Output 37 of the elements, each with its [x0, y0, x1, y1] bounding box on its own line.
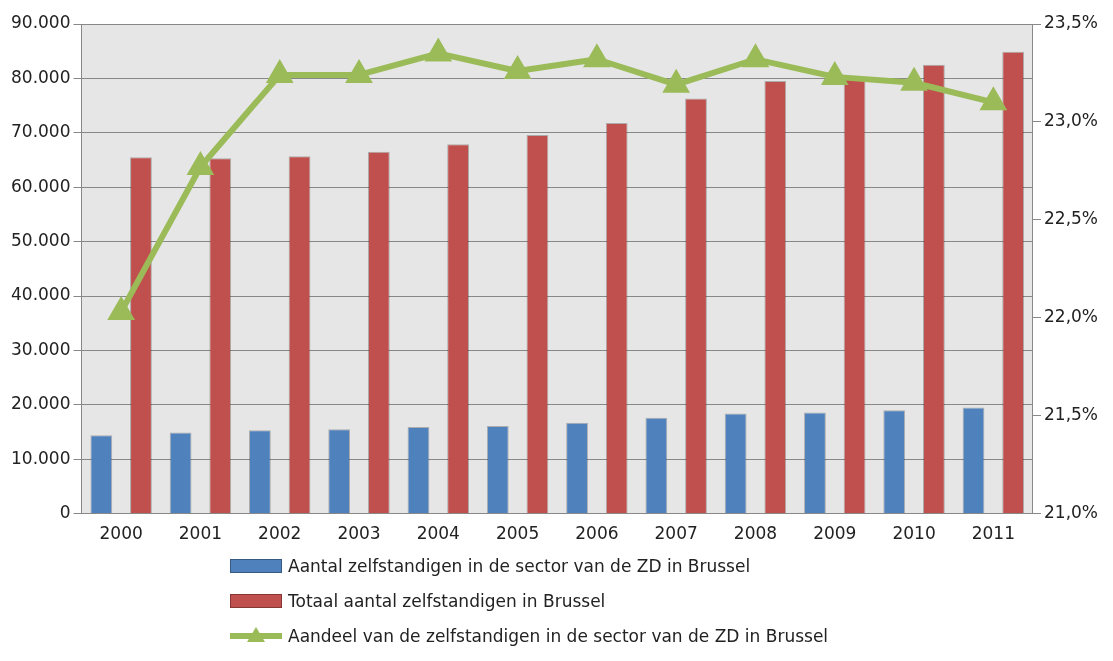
y2-tick-label: 22,5% — [1044, 208, 1099, 229]
x-tick-label: 2011 — [971, 523, 1015, 544]
x-tick-label: 2001 — [178, 523, 223, 544]
y2-tick-label: 23,0% — [1044, 110, 1099, 131]
x-tick-label: 2008 — [733, 523, 778, 544]
x-tick-label: 2005 — [495, 523, 540, 544]
y2-tick-label: 22,0% — [1044, 306, 1099, 327]
y-tick-label: 20.000 — [11, 393, 71, 414]
y-tick-label: 60.000 — [11, 175, 71, 196]
y2-tick-label: 21,5% — [1044, 404, 1099, 425]
x-tick-label: 2007 — [654, 523, 698, 544]
point — [821, 61, 849, 85]
point — [345, 59, 373, 83]
y-tick-label: 30.000 — [11, 338, 71, 359]
y-tick-label: 50.000 — [11, 230, 71, 251]
point — [504, 55, 532, 79]
legend-label: Aantal zelfstandigen in de sector van de ZD in Brussel — [288, 555, 751, 576]
x-tick-label: 2002 — [258, 523, 302, 544]
y2-tick-label: 21,0% — [1044, 502, 1099, 523]
y-tick-label: 10.000 — [11, 447, 71, 468]
x-tick-label: 2010 — [892, 523, 936, 544]
y-tick-label: 90.000 — [11, 12, 71, 33]
x-tick-label: 2003 — [337, 523, 381, 544]
legend-label: Aandeel van de zelfstandigen in de sector van de ZD in Brussel — [288, 625, 829, 646]
x-tick-label: 2004 — [416, 523, 460, 544]
x-tick-label: 2006 — [575, 523, 619, 544]
y2-tick-label: 23,5% — [1044, 12, 1099, 33]
y-tick-label: 70.000 — [11, 121, 71, 142]
point — [266, 59, 294, 83]
y-tick-label: 0 — [59, 502, 71, 523]
point — [186, 151, 214, 175]
x-tick-label: 2000 — [99, 523, 143, 544]
point — [107, 296, 135, 320]
legend-label: Totaal aantal zelfstandigen in Brussel — [288, 590, 606, 611]
x-tick-label: 2009 — [813, 523, 857, 544]
y-tick-label: 80.000 — [11, 66, 71, 87]
y-tick-label: 40.000 — [11, 284, 71, 305]
